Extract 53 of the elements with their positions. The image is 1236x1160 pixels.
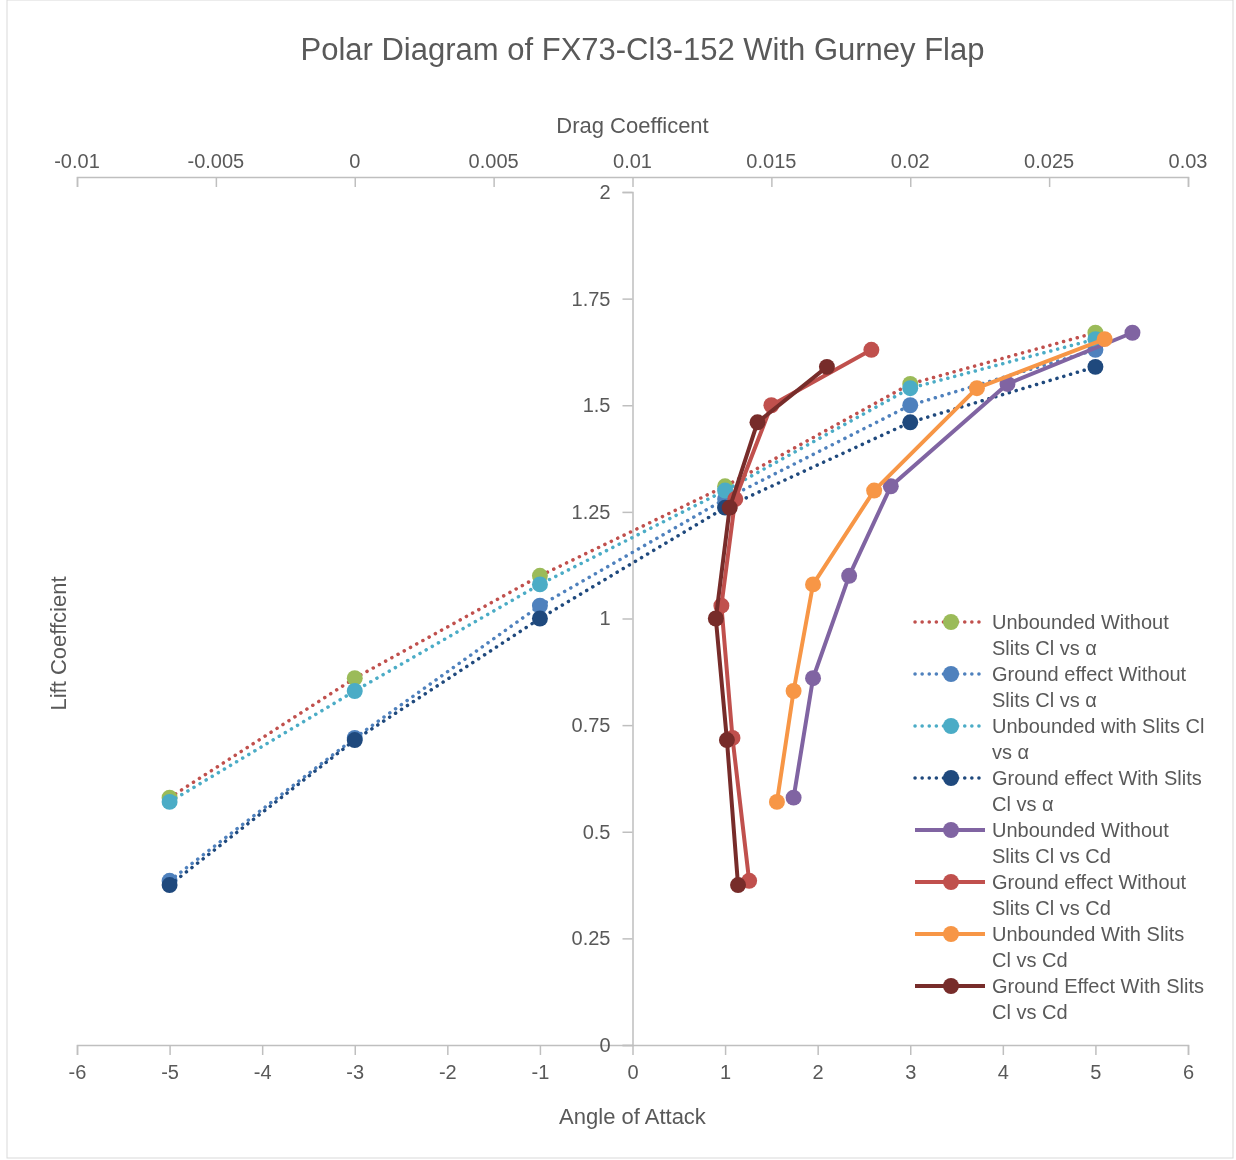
y-tick-label: 1.75 — [571, 287, 611, 310]
point — [902, 380, 919, 397]
x2-axis-title: Drag Coefficent — [556, 113, 709, 138]
legend-label: Unbounded Without Slits Cl vs Cd — [992, 819, 1170, 867]
y-tick-label: 0.5 — [582, 820, 611, 843]
x-tick-label: 3 — [905, 1061, 917, 1084]
y-tick-label: 0.25 — [571, 927, 611, 950]
x-tick-label: -6 — [68, 1061, 87, 1084]
point — [1087, 358, 1104, 375]
y-tick-label: 1 — [599, 607, 611, 630]
x2-tick-label: 0.01 — [613, 150, 652, 172]
x-tick-label: 5 — [1090, 1061, 1102, 1084]
x-tick-label: 2 — [812, 1061, 824, 1084]
x2-tick-label: 0.03 — [1168, 150, 1208, 172]
x-tick-label: 1 — [720, 1061, 732, 1084]
y-tick-label: 0 — [599, 1033, 611, 1056]
y-tick-label: 2 — [599, 180, 611, 203]
x2-tick-label: 0.025 — [1024, 150, 1075, 172]
point — [902, 414, 919, 431]
legend-label: Unbounded Without Slits Cl vs α — [992, 611, 1170, 659]
point — [346, 683, 363, 699]
point — [717, 482, 734, 499]
y-axis-title: Lift Coeffcient — [46, 576, 71, 711]
legend-label: Unbounded With Slits Cl vs Cd — [992, 923, 1185, 971]
point — [531, 610, 548, 627]
point — [161, 877, 178, 894]
legend-label: Unbounded with Slits Cl vs α — [992, 715, 1205, 763]
legend-label: Ground effect Without Slits Cl vs α — [992, 663, 1187, 711]
legend-label: Ground effect With Slits Cl vs α — [992, 767, 1202, 815]
x-tick-label: 4 — [997, 1061, 1009, 1084]
x2-tick-label: 0 — [349, 150, 361, 172]
x-tick-label: 6 — [1182, 1061, 1195, 1084]
x-tick-label: -3 — [346, 1061, 365, 1084]
x2-tick-label: -0.005 — [187, 150, 245, 172]
x2-tick-label: 0.015 — [746, 150, 797, 172]
x-tick-label: -1 — [531, 1061, 550, 1084]
point — [531, 576, 548, 593]
legend-label: Ground Effect With Slits Cl vs Cd — [992, 975, 1204, 1023]
x-tick-label: -5 — [161, 1061, 179, 1084]
x2-tick-label: 0.005 — [468, 150, 519, 172]
x2-tick-label: -0.01 — [54, 150, 100, 172]
x-axis-title: Angle of Attack — [559, 1104, 707, 1129]
point — [161, 793, 178, 810]
y-tick-label: 1.5 — [582, 394, 611, 417]
point — [902, 397, 919, 414]
legend-label: Ground effect Without Slits Cl vs Cd — [992, 871, 1187, 919]
y-tick-label: 1.25 — [571, 500, 611, 523]
y-tick-label: 0.75 — [571, 714, 611, 737]
chart-title: Polar Diagram of FX73-Cl3-152 With Gurney Flap — [300, 32, 985, 67]
x-tick-label: -2 — [438, 1061, 457, 1084]
x2-tick-label: 0.02 — [890, 150, 930, 172]
x-tick-label: 0 — [627, 1061, 639, 1084]
x-tick-label: -4 — [253, 1061, 272, 1084]
